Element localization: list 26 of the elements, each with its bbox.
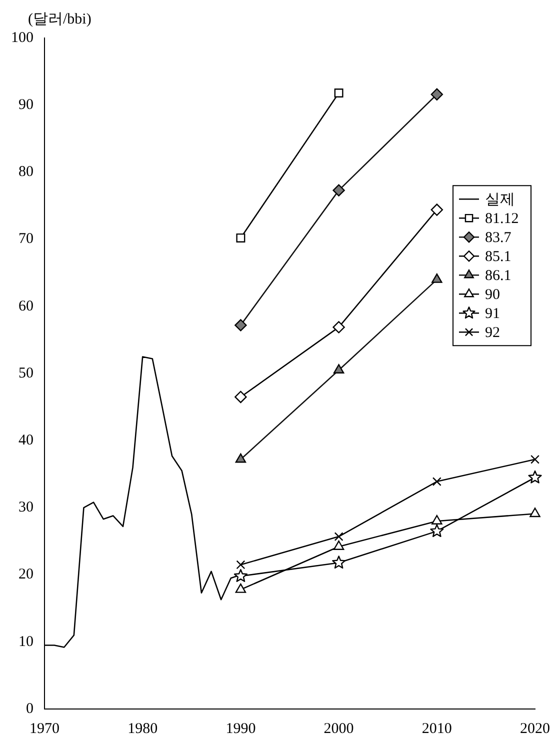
x-tick-label: 2010 — [422, 720, 452, 737]
y-tick-label: 30 — [18, 500, 34, 516]
legend-label: 92 — [485, 325, 500, 342]
y-tick-label: 10 — [18, 634, 34, 650]
y-tick-label: 40 — [18, 432, 34, 449]
y-tick-label: 80 — [18, 164, 34, 180]
x-tick-label: 1980 — [128, 720, 158, 737]
legend-label: 85.1 — [485, 249, 512, 266]
legend-label: 81.12 — [485, 211, 519, 228]
legend-label: 실제 — [485, 192, 515, 208]
y-tick-label: 90 — [18, 97, 34, 114]
x-tick-label: 2020 — [520, 720, 550, 737]
x-tick-label: 1990 — [226, 720, 256, 737]
y-tick-label: 60 — [18, 298, 34, 314]
y-tick-label: 20 — [18, 566, 34, 583]
x-tick-label: 1970 — [30, 720, 60, 737]
legend-label: 90 — [485, 287, 500, 304]
y-tick-label: 0 — [26, 700, 34, 717]
x-tick-label: 2000 — [324, 720, 354, 737]
y-tick-label: 70 — [18, 231, 34, 248]
y-tick-label: 50 — [18, 365, 34, 382]
legend-label: 83.7 — [485, 230, 512, 246]
legend-label: 86.1 — [485, 268, 512, 284]
y-axis-title: (달러/bbi) — [28, 11, 92, 28]
legend-label: 91 — [485, 306, 500, 322]
y-tick-label: 100 — [11, 30, 34, 46]
